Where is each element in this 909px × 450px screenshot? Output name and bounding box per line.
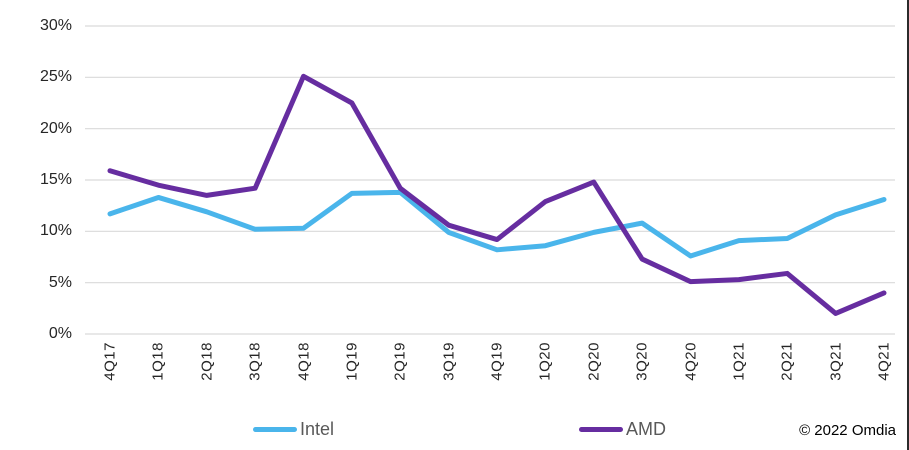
- x-tick-label: 4Q21: [875, 342, 893, 381]
- legend-item-intel: Intel: [253, 419, 334, 440]
- x-tick-label: 1Q21: [730, 342, 748, 381]
- y-tick-label: 25%: [39, 68, 72, 86]
- x-tick-label: 2Q19: [391, 342, 409, 381]
- legend-label-intel: Intel: [300, 419, 335, 439]
- legend-item-amd: AMD: [579, 419, 666, 440]
- y-axis-labels: 0% 5% 10% 15% 20% 25% 30%: [0, 0, 72, 360]
- x-tick-label: 2Q18: [198, 342, 216, 381]
- copyright-text: © 2022 Omdia: [799, 422, 896, 439]
- y-tick-label: 5%: [48, 273, 72, 291]
- x-axis-labels: 4Q17 1Q18 2Q18 3Q18 4Q18 1Q19 2Q19 3Q19 4Q19 1Q20…: [0, 0, 909, 381]
- intel-line-swatch: [253, 427, 297, 432]
- x-tick-label: 3Q20: [633, 342, 651, 381]
- x-tick-label: 1Q19: [343, 342, 361, 381]
- x-tick-label: 1Q20: [536, 342, 554, 381]
- x-tick-label: 4Q17: [101, 342, 119, 381]
- x-tick-label: 2Q21: [778, 342, 796, 381]
- x-tick-label: 3Q21: [827, 342, 845, 381]
- x-tick-label: 3Q19: [440, 342, 458, 381]
- y-tick-label: 15%: [39, 171, 72, 188]
- amd-series-line: [107, 73, 887, 316]
- x-tick-label: 4Q19: [488, 342, 506, 381]
- legend-label-amd: AMD: [626, 419, 666, 439]
- x-tick-label: 4Q18: [295, 342, 312, 381]
- y-tick-label: 10%: [39, 222, 72, 240]
- amd-line-swatch: [579, 427, 623, 432]
- x-tick-label: 4Q20: [682, 342, 699, 381]
- y-tick-label: 30%: [39, 17, 72, 34]
- y-tick-label: 0%: [48, 325, 72, 342]
- x-tick-label: 1Q18: [149, 342, 167, 381]
- frame-right-border: [907, 0, 909, 450]
- x-tick-label: 3Q18: [246, 342, 264, 381]
- y-tick-label: 20%: [39, 119, 72, 137]
- x-tick-label: 2Q20: [585, 342, 603, 381]
- intel-series-line: [107, 189, 887, 259]
